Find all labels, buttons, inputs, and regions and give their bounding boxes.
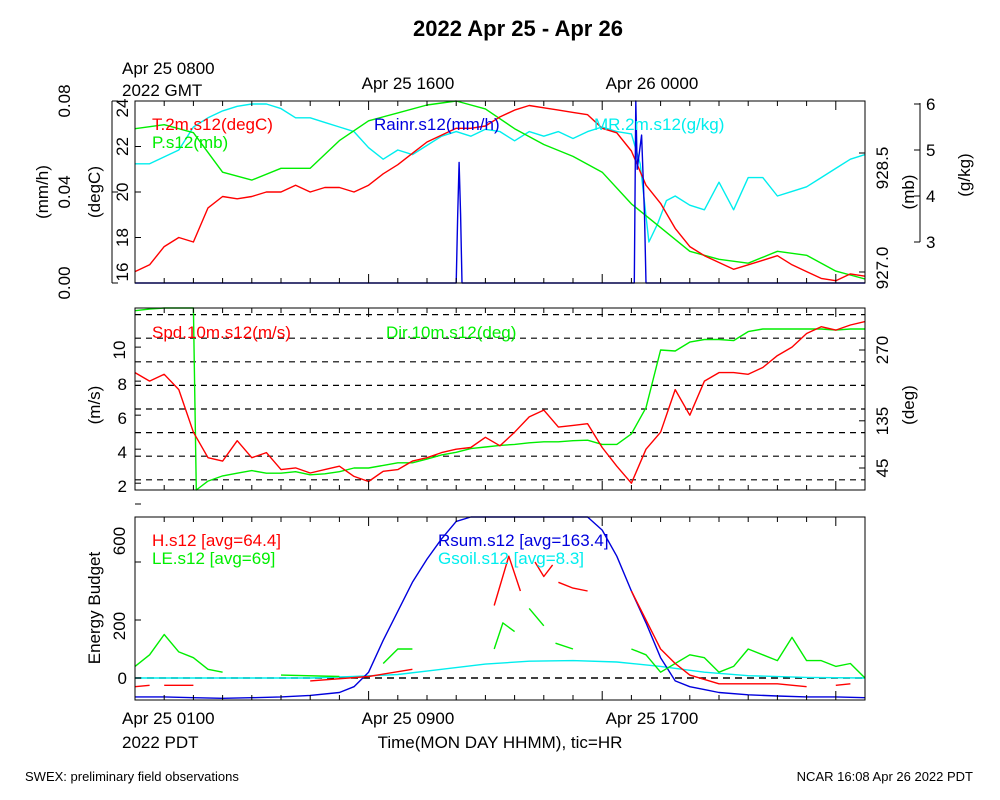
legend-wind-direction: Dir.10m.s12(deg) xyxy=(386,323,516,342)
axis-degc-ticklabel-20: 20 xyxy=(113,183,132,202)
series-pressure-line xyxy=(134,100,866,280)
axis-gkg-ticklabel-4: 4 xyxy=(926,187,935,206)
axis-energy-ticklabel-0: 0 xyxy=(118,669,127,688)
axis-gkg-ticklabel-3: 3 xyxy=(926,233,935,252)
axis-gkg-ticks xyxy=(914,103,920,243)
legend-temperature: T.2m.s12(degC) xyxy=(152,115,273,134)
series-sensible-heat-line xyxy=(534,561,554,578)
x-axis-label: Time(MON DAY HHMM), tic=HR xyxy=(378,733,623,752)
axis-mmh-ticklabel-1: 0.04 xyxy=(55,175,74,208)
axis-energy-ticklabel-600: 600 xyxy=(110,527,129,555)
series-mixing-ratio-line xyxy=(135,103,866,243)
axis-ms-ticklabel-10: 10 xyxy=(110,341,129,360)
series-wind-speed-line xyxy=(134,320,866,484)
legend-pressure: P.s12(mb) xyxy=(152,133,228,152)
footer-left-note: SWEX: preliminary field observations xyxy=(25,769,239,784)
axis-degc-ticks xyxy=(135,100,141,284)
bottom-series-group xyxy=(134,516,866,699)
middle-series-group xyxy=(134,307,866,491)
axis-ms-ticklabel-2: 2 xyxy=(118,477,127,496)
axis-deg-ticklabel-135: 135 xyxy=(873,407,892,435)
bottom-left-ticks xyxy=(135,503,141,679)
axis-ms-label: (m/s) xyxy=(85,386,104,425)
panel-middle: 2 4 6 8 10 (m/s) 45 135 270 (deg) Spd.10… xyxy=(85,307,918,496)
bottom-time-label-1a: Apr 25 0100 xyxy=(122,709,215,728)
legend-net-radiation: Rsum.s12 [avg=163.4] xyxy=(438,531,609,550)
middle-left-ticks xyxy=(135,346,141,484)
axis-mmh-label: (mm/h) xyxy=(33,165,52,219)
panel-bottom: 0 200 600 Energy Budget H.s12 [avg=64.4]… xyxy=(85,503,866,701)
series-temperature-line xyxy=(134,104,866,282)
series-sensible-heat-line xyxy=(134,684,150,688)
legend-wind-speed: Spd.10m.s12(m/s) xyxy=(152,323,291,342)
series-latent-heat-line xyxy=(382,648,413,664)
series-latent-heat-line xyxy=(555,642,574,650)
panel-middle-frame xyxy=(134,307,866,491)
axis-mmh-ticklabel-0: 0.00 xyxy=(55,266,74,299)
panel-top: 0.00 0.04 0.08 (mm/h) 16 18 20 22 24 (de… xyxy=(33,84,974,299)
axis-ms-ticklabel-4: 4 xyxy=(118,443,127,462)
top-x-ticks xyxy=(163,101,837,283)
legend-rain-rate: Rainr.s12(mm/h) xyxy=(374,115,500,134)
axis-deg-ticklabel-270: 270 xyxy=(873,336,892,364)
series-sensible-heat-line xyxy=(310,668,413,682)
middle-x-ticks xyxy=(163,308,837,490)
axis-degc-ticklabel-16: 16 xyxy=(113,263,132,282)
axis-deg-label: (deg) xyxy=(899,385,918,425)
axis-gkg-label: (g/kg) xyxy=(955,153,974,196)
bottom-time-label-3: Apr 25 1700 xyxy=(606,709,699,728)
middle-reference-lines xyxy=(135,314,865,481)
series-sensible-heat-line xyxy=(493,555,522,606)
axis-mb-ticks xyxy=(859,152,865,273)
bottom-time-label-2: Apr 25 0900 xyxy=(362,709,455,728)
series-latent-heat-line xyxy=(528,607,545,627)
axis-mb-label: (mb) xyxy=(899,175,918,210)
axis-ms-ticklabel-6: 6 xyxy=(118,409,127,428)
series-wind-direction-line xyxy=(134,307,865,491)
series-latent-heat-line xyxy=(134,633,223,673)
series-latent-heat-line xyxy=(280,674,340,678)
top-time-label-1a: Apr 25 0800 xyxy=(122,59,215,78)
axis-degc-label: (degC) xyxy=(85,166,104,218)
chart-title: 2022 Apr 25 - Apr 26 xyxy=(413,16,623,41)
legend-latent-heat: LE.s12 [avg=69] xyxy=(152,549,275,568)
top-time-label-3: Apr 26 0000 xyxy=(606,74,699,93)
footer-right-note: NCAR 16:08 Apr 26 2022 PDT xyxy=(797,769,973,784)
series-latent-heat-line xyxy=(631,636,866,679)
top-time-label-1b: 2022 GMT xyxy=(122,81,202,100)
axis-mb-ticklabel-927: 927.0 xyxy=(873,247,892,290)
middle-right-ticks xyxy=(859,349,865,469)
series-latent-heat-line xyxy=(493,622,516,650)
axis-mmh-ticklabel-2: 0.08 xyxy=(55,84,74,117)
axis-degc-ticklabel-18: 18 xyxy=(113,228,132,247)
legend-soil-heat-flux: Gsoil.s12 [avg=8.3] xyxy=(438,549,584,568)
axis-degc-ticklabel-24: 24 xyxy=(113,99,132,118)
axis-ms-ticklabel-8: 8 xyxy=(118,375,127,394)
series-sensible-heat-line xyxy=(835,683,851,686)
axis-mb-ticklabel-928: 928.5 xyxy=(873,147,892,190)
legend-mixing-ratio: MR.2m.s12(g/kg) xyxy=(594,115,724,134)
axis-gkg-ticklabel-5: 5 xyxy=(926,141,935,160)
axis-degc-ticklabel-22: 22 xyxy=(113,137,132,156)
series-sensible-heat-line xyxy=(630,590,807,688)
axis-energy-label: Energy Budget xyxy=(85,551,104,664)
bottom-x-ticks xyxy=(163,517,837,700)
series-sensible-heat-line xyxy=(558,581,588,592)
axis-deg-ticklabel-45: 45 xyxy=(873,459,892,478)
legend-sensible-heat: H.s12 [avg=64.4] xyxy=(152,531,281,550)
axis-energy-ticklabel-200: 200 xyxy=(110,612,129,640)
bottom-time-label-1b: 2022 PDT xyxy=(122,733,199,752)
axis-gkg-ticklabel-6: 6 xyxy=(926,95,935,114)
series-soil-heat-flux-line xyxy=(135,659,866,679)
top-time-label-2: Apr 25 1600 xyxy=(362,74,455,93)
panel-bottom-frame xyxy=(134,516,866,701)
